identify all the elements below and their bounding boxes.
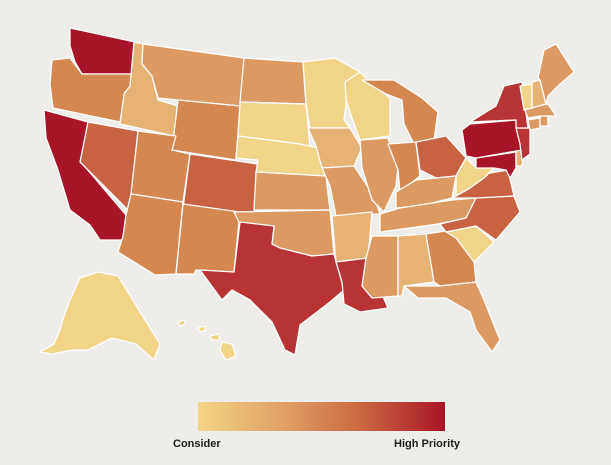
legend-low-label: Consider: [173, 438, 221, 450]
state-mn: [302, 57, 361, 129]
state-mt: [141, 43, 245, 107]
legend-high-label: High Priority: [394, 438, 461, 450]
state-tx: [199, 221, 345, 356]
state-ak: [39, 271, 161, 361]
legend-gradient-bar: [198, 402, 445, 431]
state-ar: [331, 211, 373, 263]
state-az: [117, 193, 184, 276]
state-ny: [469, 81, 529, 129]
state-me: [537, 43, 575, 105]
state-hi: [177, 319, 237, 361]
state-nd: [239, 57, 307, 105]
state-nc: [439, 195, 521, 241]
state-fl: [403, 281, 501, 353]
state-nm: [175, 203, 241, 275]
state-wa: [69, 27, 136, 75]
state-wv: [455, 157, 495, 197]
state-wy: [171, 99, 241, 161]
state-ks: [253, 171, 331, 211]
state-ct: [527, 117, 541, 131]
state-ri: [539, 115, 549, 127]
state-il: [359, 137, 399, 213]
state-wi: [344, 71, 391, 141]
